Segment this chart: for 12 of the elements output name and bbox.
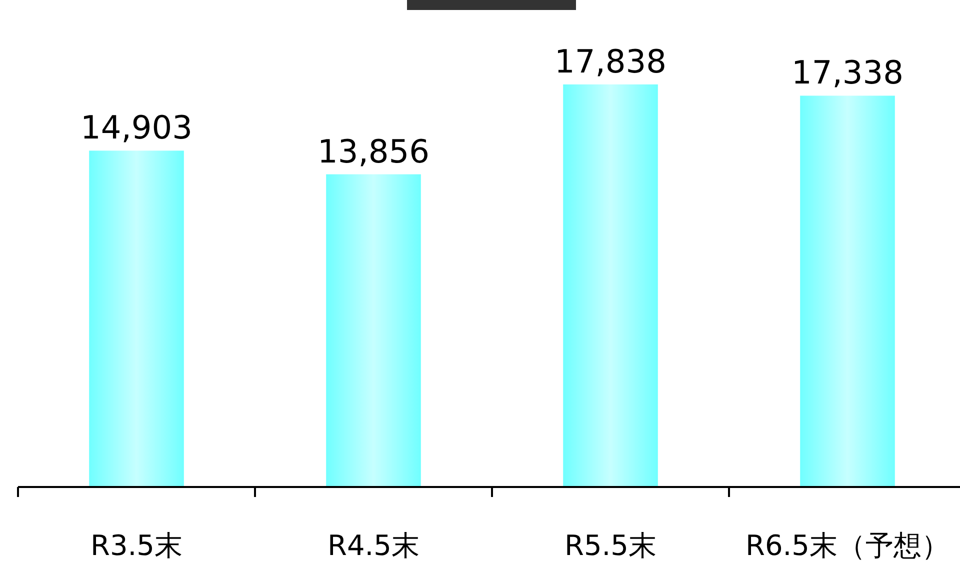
data-label: 17,838 [554, 42, 666, 80]
bar [563, 84, 658, 487]
data-label: 17,338 [792, 54, 904, 92]
data-label: 14,903 [80, 108, 192, 147]
bar [800, 96, 895, 487]
x-tick-label: R6.5末（予想） [746, 529, 950, 561]
bar [326, 174, 421, 487]
data-label: 13,856 [318, 132, 430, 170]
x-tick-label: R5.5末 [564, 529, 656, 561]
x-tick-label: R3.5末 [90, 529, 182, 561]
bar [89, 150, 184, 487]
x-tick-label: R4.5末 [328, 529, 420, 561]
